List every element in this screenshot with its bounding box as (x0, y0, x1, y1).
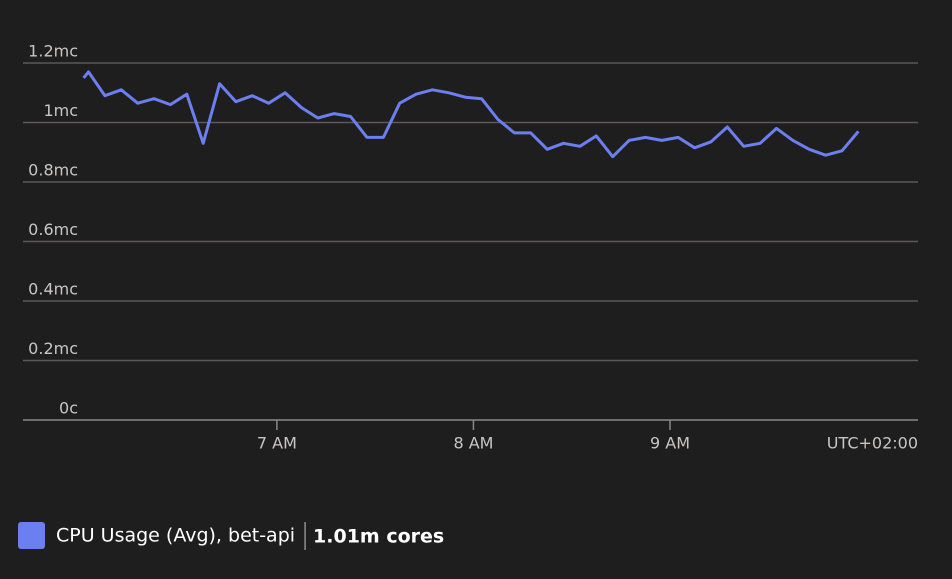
y-tick-label: 0c (59, 399, 78, 418)
y-tick-label: 0.4mc (28, 280, 78, 299)
x-tick-label: 8 AM (453, 434, 493, 453)
timezone-label: UTC+02:00 (827, 434, 918, 453)
legend-swatch (18, 522, 45, 549)
y-tick-label: 1.2mc (28, 42, 78, 61)
x-tick-label: 7 AM (257, 434, 297, 453)
y-tick-label: 0.6mc (28, 220, 78, 239)
x-tick-label: 9 AM (650, 434, 690, 453)
data-line (82, 70, 860, 159)
legend-entry: CPU Usage (Avg), bet-api (56, 525, 295, 547)
legend-value: 1.01m cores (313, 526, 444, 548)
y-tick-label: 1mc (43, 101, 78, 120)
y-tick-label: 0.8mc (28, 161, 78, 180)
y-tick-label: 0.2mc (28, 339, 78, 358)
